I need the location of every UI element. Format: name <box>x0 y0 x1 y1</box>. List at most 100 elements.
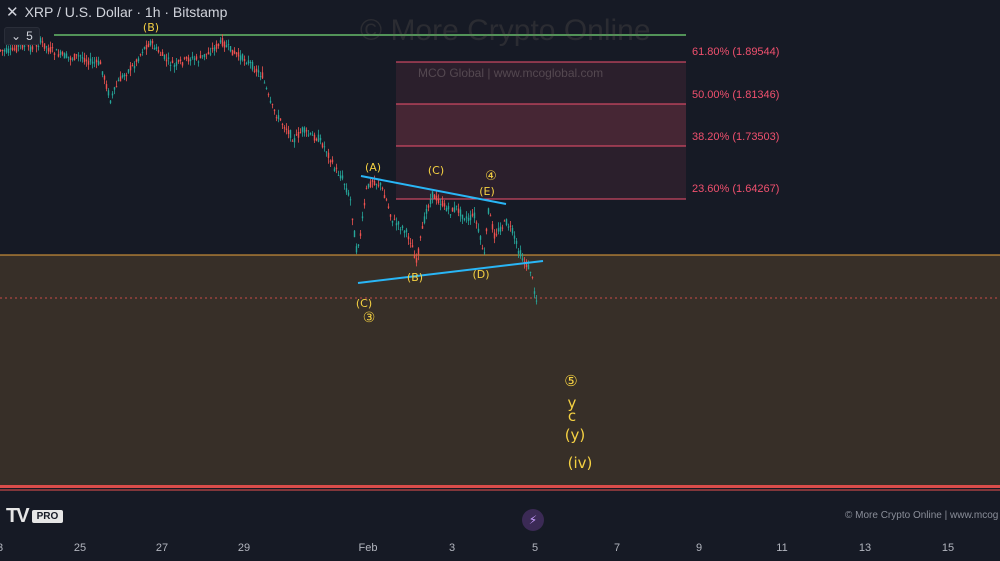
candle-body <box>487 208 490 214</box>
candle-body <box>23 45 26 48</box>
fib-label: 50.00% (1.81346) <box>692 89 779 101</box>
x-tick-label: 13 <box>859 542 871 554</box>
candle-body <box>179 59 182 62</box>
candle-body <box>267 94 270 96</box>
x-tick-label: 3 <box>0 542 3 554</box>
candle-body <box>129 65 132 71</box>
candle-body <box>341 175 344 179</box>
candle-body <box>377 185 380 187</box>
candle-body <box>81 57 84 59</box>
candle-body <box>287 130 290 134</box>
candle-body <box>211 47 214 49</box>
candle-body <box>325 151 328 153</box>
candle-body <box>349 199 352 201</box>
candle-body <box>513 235 516 239</box>
candle-body <box>503 220 506 222</box>
interval-selector[interactable]: ⌄ 5 <box>4 27 40 45</box>
candle-body <box>243 59 246 62</box>
candle-body <box>511 228 514 234</box>
candle-body <box>15 45 18 52</box>
x-icon[interactable]: ✕ <box>6 4 19 21</box>
candle-body <box>141 51 144 53</box>
wave-label: ④ <box>485 169 497 184</box>
candle-body <box>5 47 8 53</box>
candle-body <box>427 205 430 208</box>
candle-body <box>223 41 226 48</box>
candle-body <box>429 199 432 204</box>
candle-body <box>245 63 248 65</box>
candle-body <box>463 218 466 220</box>
candle-body <box>357 244 360 247</box>
candle-body <box>75 54 78 56</box>
candle-body <box>125 75 128 77</box>
candle-body <box>177 60 180 62</box>
candle-body <box>529 271 532 273</box>
candle-body <box>399 229 402 231</box>
candle-body <box>151 40 154 44</box>
candle-body <box>385 199 388 201</box>
candle-body <box>237 52 240 57</box>
candle-body <box>53 53 56 55</box>
candle-body <box>507 226 510 228</box>
candle-body <box>375 183 378 185</box>
candle-body <box>311 134 314 136</box>
candle-body <box>95 59 98 63</box>
x-tick-label: Feb <box>359 542 378 554</box>
candle-body <box>407 236 410 240</box>
candle-body <box>259 75 262 77</box>
x-tick-label: 3 <box>449 542 455 554</box>
tradingview-logo[interactable]: TV PRO <box>6 505 64 528</box>
candle-body <box>477 228 480 232</box>
candle-body <box>0 49 2 51</box>
candle-body <box>187 57 190 62</box>
candle-body <box>229 46 232 52</box>
candle-body <box>409 242 412 244</box>
candle-body <box>251 62 254 70</box>
wave-label: (B) <box>407 271 423 284</box>
x-tick-label: 9 <box>696 542 702 554</box>
candle-body <box>297 131 300 138</box>
candle-body <box>379 182 382 186</box>
candle-body <box>389 214 392 217</box>
candle-body <box>21 43 24 49</box>
candle-body <box>119 76 122 82</box>
candle-body <box>485 228 488 232</box>
candle-body <box>79 55 82 57</box>
candle-body <box>393 218 396 220</box>
candle-body <box>291 140 294 142</box>
wave-label: (C) <box>428 164 444 177</box>
candle-body <box>41 41 44 43</box>
candle-body <box>461 214 464 219</box>
candle-body <box>201 55 204 57</box>
candle-body <box>93 62 96 64</box>
candle-body <box>335 167 338 169</box>
candle-body <box>173 64 176 68</box>
candle-body <box>181 62 184 66</box>
wave-label: c <box>568 407 576 425</box>
candle-body <box>101 71 104 75</box>
fib-label: 61.80% (1.89544) <box>692 46 779 58</box>
candle-body <box>367 183 370 188</box>
candle-body <box>285 128 288 131</box>
candle-body <box>425 208 428 214</box>
candle-body <box>131 64 134 66</box>
candle-body <box>453 207 456 212</box>
chevron-down-icon: ⌄ <box>11 29 22 43</box>
x-tick-label: 5 <box>532 542 538 554</box>
candle-body <box>215 43 218 49</box>
candle-body <box>51 47 54 49</box>
candle-body <box>521 258 524 261</box>
candle-body <box>159 54 162 56</box>
candle-body <box>249 61 252 64</box>
candle-body <box>175 62 178 66</box>
candle-body <box>307 134 310 136</box>
triangle-lower <box>357 260 544 284</box>
candle-body <box>355 246 358 253</box>
candle-body <box>203 54 206 58</box>
candle-body <box>133 65 136 69</box>
candle-body <box>517 250 520 254</box>
candle-body <box>431 191 434 198</box>
lightning-icon[interactable]: ⚡ <box>522 509 544 531</box>
candle-body <box>85 59 88 62</box>
